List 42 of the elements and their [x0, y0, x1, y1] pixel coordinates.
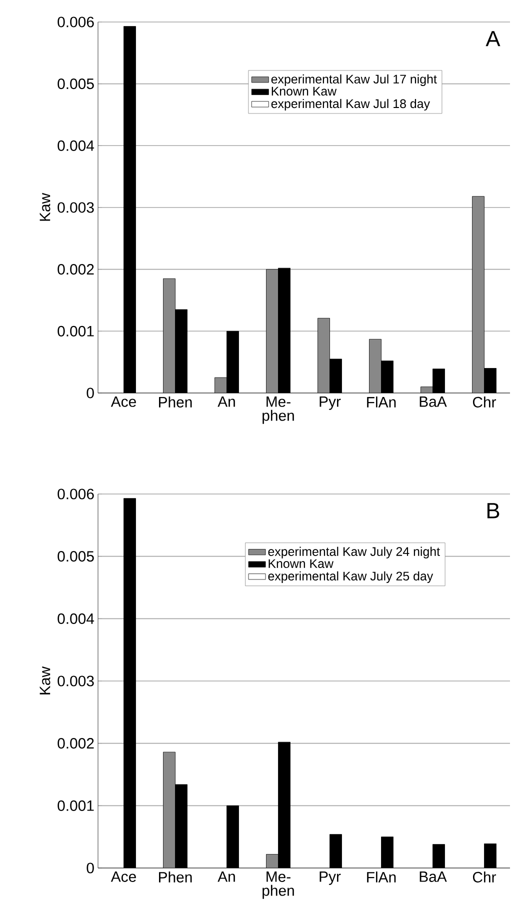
x-tick-label: FlAn: [367, 396, 396, 408]
x-tick-label: An: [218, 396, 235, 407]
y-tick-label: 0.005: [58, 78, 94, 90]
legend-label: Known Kaw: [272, 86, 337, 96]
y-tick-label: 0.003: [58, 676, 94, 686]
y-tick-label: 0: [86, 388, 94, 398]
y-tick-label: 0.003: [58, 202, 94, 213]
legend-label: Known Kaw: [268, 559, 334, 568]
y-tick-label: 0.002: [58, 264, 94, 275]
annotation: A: [486, 31, 500, 46]
x-tick-label: Ace: [110, 396, 136, 407]
y-tick-label: 0.001: [58, 326, 94, 336]
x-tick-label: Ace: [110, 872, 136, 882]
x-tick-label: Me- phen: [262, 396, 294, 424]
y-axis-title: Kaw: [40, 666, 50, 694]
y-axis-title: Kaw: [40, 192, 50, 221]
y-tick-label: 0.006: [58, 16, 94, 28]
annotation: B: [487, 503, 500, 518]
x-tick-label: Phen: [159, 872, 192, 882]
x-tick-label: Chr: [472, 396, 496, 408]
y-tick-label: 0.004: [58, 613, 94, 624]
x-tick-label: Pyr: [320, 872, 341, 885]
x-tick-label: Chr: [472, 872, 496, 882]
y-tick-label: 0.001: [58, 800, 94, 811]
y-tick-label: 0: [86, 862, 94, 874]
legend-label: experimental Kaw July 24 night: [268, 546, 440, 558]
x-tick-label: FlAn: [367, 872, 396, 882]
x-tick-label: BaA: [420, 872, 447, 882]
bar: [163, 752, 176, 868]
legend-label: experimental Kaw Jul 17 night: [271, 74, 437, 86]
x-tick-label: Pyr: [320, 396, 341, 410]
x-tick-label: Me- phen: [262, 872, 294, 899]
legend-label: experimental Kaw July 25 day: [268, 571, 434, 583]
bar: [266, 854, 278, 868]
x-tick-label: An: [218, 872, 235, 882]
y-tick-label: 0.002: [58, 738, 94, 749]
y-tick-label: 0.005: [58, 551, 94, 562]
y-tick-label: 0.006: [58, 488, 94, 500]
y-tick-label: 0.004: [58, 140, 94, 151]
x-tick-label: BaA: [420, 396, 447, 407]
x-tick-label: Phen: [159, 396, 192, 408]
legend-label: experimental Kaw Jul 18 day: [271, 98, 430, 111]
